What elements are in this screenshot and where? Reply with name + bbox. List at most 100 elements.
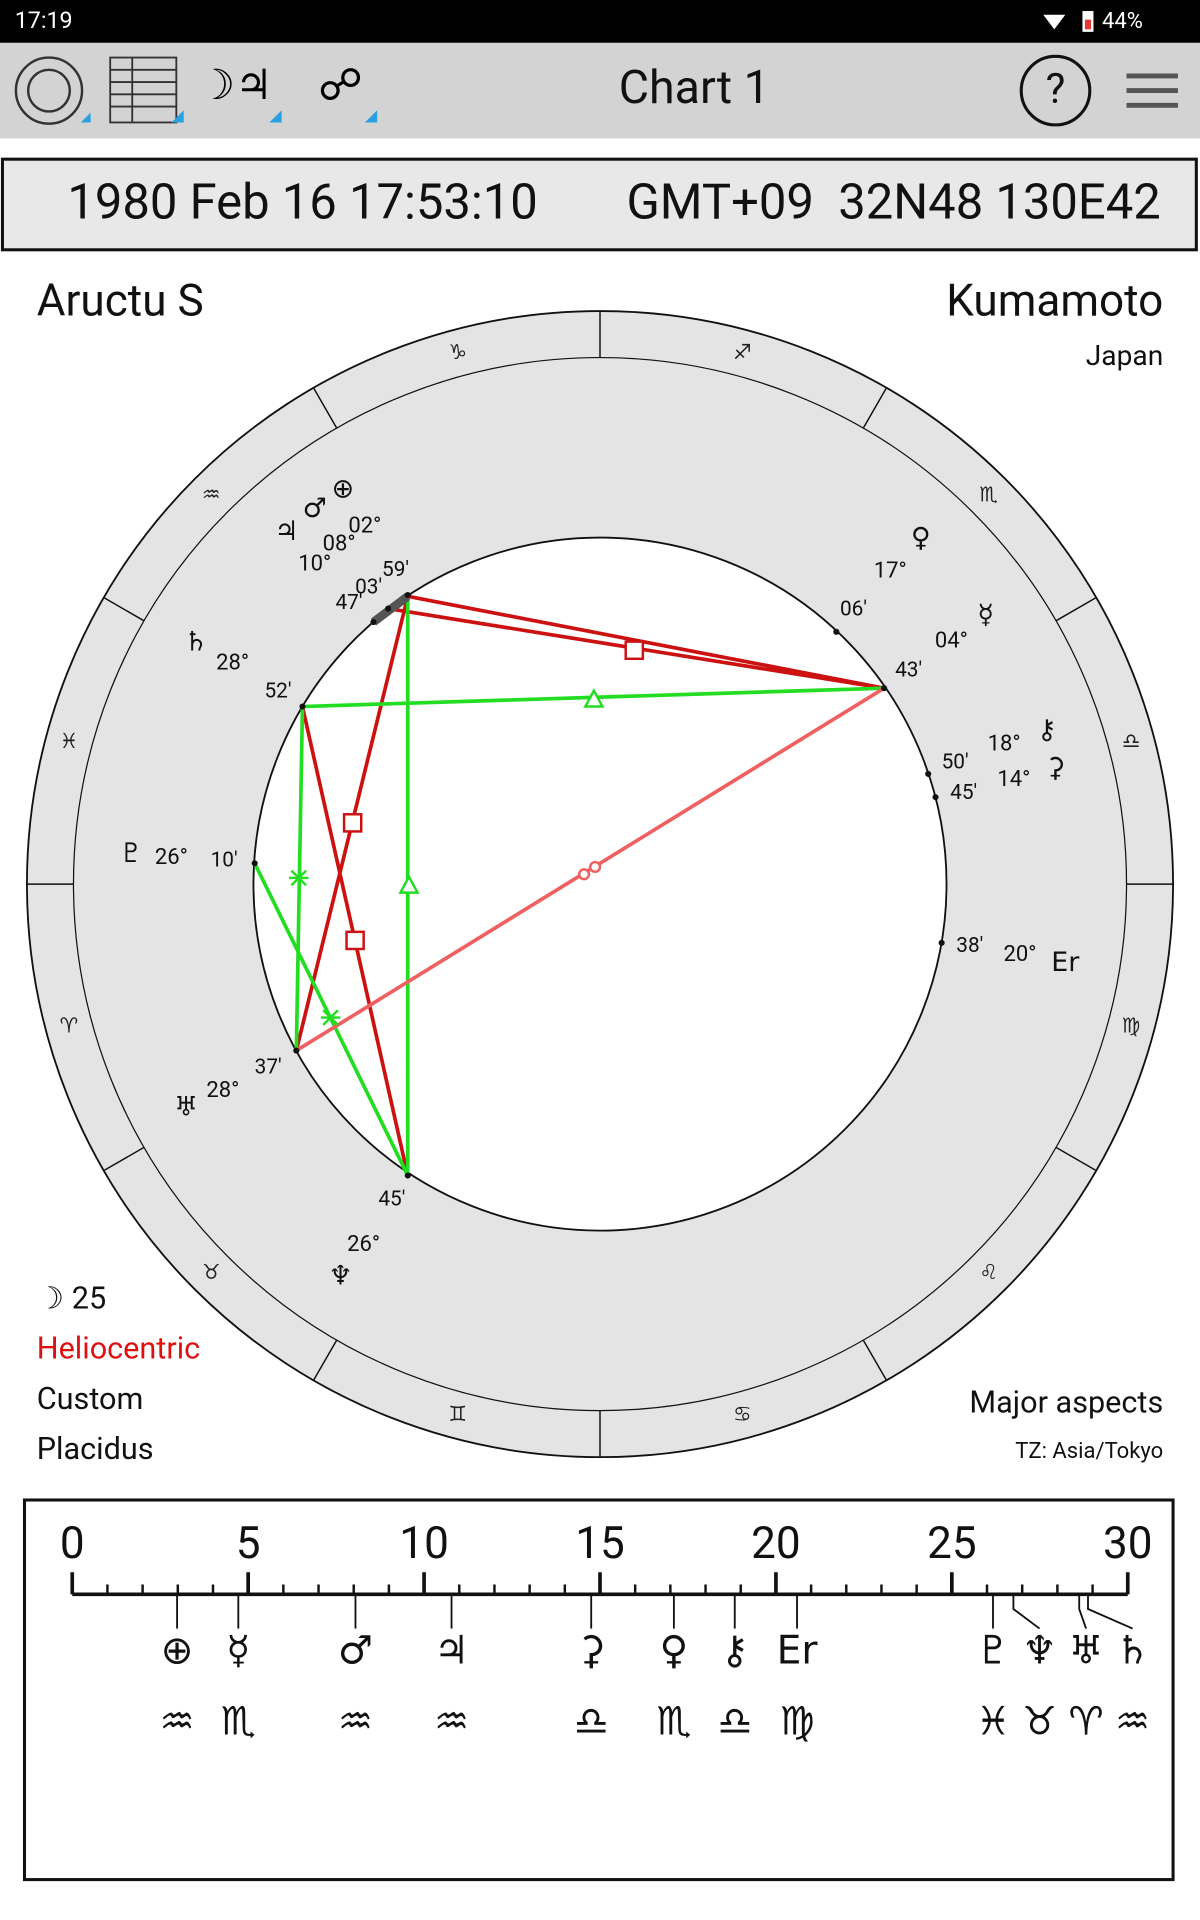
scale-planet-glyph: ♇ — [975, 1629, 1010, 1674]
sign-glyph: ♑ — [448, 340, 467, 364]
scale-planet-glyph: ♀ — [660, 1629, 689, 1674]
chart-footnote: TZ: Asia/Tokyo — [1015, 1439, 1163, 1464]
sign-glyph: ♊ — [448, 1402, 467, 1426]
planet-glyph: ♆ — [328, 1261, 352, 1292]
planet-glyph: ♅ — [174, 1092, 198, 1123]
scale-sign-glyph: ♓ — [975, 1700, 1010, 1745]
sign-divider — [1055, 1146, 1097, 1172]
aspect-lines — [253, 592, 886, 1177]
chart-footnote: Heliocentric — [37, 1332, 200, 1367]
planet-glyph: ♀ — [911, 522, 931, 553]
sign-glyph: ♉ — [202, 1260, 221, 1284]
info-bar[interactable] — [0, 157, 1198, 252]
scale-label: 10 — [399, 1517, 449, 1569]
cusp-dot — [385, 605, 392, 612]
scale-planet-glyph: ♅ — [1069, 1629, 1104, 1674]
chart-country: Japan — [1086, 339, 1164, 372]
sign-divider — [103, 596, 145, 622]
planet-glyph: ☿ — [977, 599, 994, 630]
scale-planet-glyph: ♆ — [1022, 1629, 1057, 1674]
cusp-minute: 52' — [264, 679, 291, 703]
chart-footnote: ☽ 25 — [37, 1282, 106, 1317]
planet-glyph: Er — [1051, 947, 1080, 978]
cusp-minute: 37' — [255, 1055, 282, 1079]
sign-divider — [103, 1146, 145, 1172]
chart-footnote: Placidus — [37, 1432, 154, 1467]
cusp-minute: 10' — [211, 848, 238, 872]
sign-glyph: ♓ — [60, 729, 79, 753]
datetime: 1980 Feb 16 17:53:10 — [67, 174, 537, 231]
scale-sign-glyph: ♒ — [338, 1700, 373, 1745]
cusp-minute: 50' — [942, 750, 969, 774]
planet-connector — [1078, 1594, 1087, 1629]
planet-degree: 02° — [348, 513, 381, 538]
toolbar — [0, 42, 1200, 139]
battery-percent: 44% — [1102, 9, 1143, 34]
help-button[interactable]: ? — [1019, 54, 1092, 127]
cusp-minute: 06' — [840, 597, 867, 621]
scale-planet-glyph: ♃ — [434, 1629, 469, 1674]
degree-scale-box — [22, 1498, 1175, 1882]
scale-planet-glyph: ⊕ — [161, 1629, 194, 1674]
scale-sign-glyph: ♎ — [574, 1700, 609, 1745]
scale-planet-glyph: ♄ — [1115, 1629, 1150, 1674]
sign-glyph: ♒ — [202, 482, 221, 506]
scale-planet-glyph: ⚳ — [577, 1629, 606, 1674]
planet-degree: 08° — [323, 532, 356, 557]
planet-glyph: ♂ — [303, 493, 327, 524]
cusp-dot — [370, 618, 377, 626]
scale-sign-glyph: ♈ — [1069, 1700, 1104, 1745]
scale-sign-glyph: ♏ — [221, 1700, 256, 1745]
scale-sign-glyph: ♎ — [717, 1700, 752, 1745]
location: GMT+09 32N48 130E42 — [626, 174, 1160, 231]
cusp-dot — [251, 860, 258, 867]
cusp-dot — [299, 703, 306, 710]
planet-degree: 17° — [874, 559, 907, 584]
planet-glyph: ⊕ — [332, 473, 355, 504]
chart-name: Aructu S — [37, 274, 204, 326]
sign-glyph: ♍ — [1122, 1013, 1141, 1037]
scale-label: 5 — [236, 1517, 261, 1569]
planet-degree: 26° — [347, 1232, 380, 1257]
wifi-icon — [1043, 14, 1066, 30]
sign-glyph: ♏ — [979, 482, 998, 506]
scale-label: 0 — [60, 1517, 85, 1569]
scale-planet-glyph: ♂ — [338, 1629, 373, 1674]
table-button[interactable] — [109, 56, 184, 124]
scale-label: 15 — [575, 1517, 625, 1569]
cusp-dot — [293, 1047, 300, 1054]
chart-city: Kumamoto — [946, 274, 1163, 326]
inner-circle — [252, 536, 948, 1232]
planet-degree: 14° — [997, 767, 1030, 792]
scale-label: 25 — [927, 1517, 977, 1569]
sign-divider — [312, 387, 338, 429]
planet-degree: 28° — [206, 1078, 239, 1103]
planet-degree: 20° — [1004, 942, 1037, 967]
cusp-dot — [404, 1172, 411, 1179]
planet-glyph: ♄ — [184, 626, 208, 657]
sign-glyph: ♌ — [979, 1260, 998, 1284]
sign-divider — [862, 387, 888, 429]
battery-level — [1084, 19, 1092, 30]
sign-divider — [312, 1339, 338, 1381]
clock: 17:19 — [15, 6, 73, 34]
menu-button[interactable] — [1126, 73, 1178, 108]
planet-degree: 28° — [216, 651, 249, 676]
cusp-minute: 38' — [956, 934, 983, 958]
scale-planet-glyph: ⚷ — [720, 1629, 749, 1674]
planet-glyph: ⚷ — [1037, 715, 1057, 746]
planet-degree: 04° — [935, 628, 968, 653]
transits-button[interactable]: ☽♃ — [198, 60, 282, 123]
planet-degree: 10° — [298, 551, 331, 576]
planet-connector — [1087, 1594, 1133, 1630]
chart-footnote: Major aspects — [969, 1386, 1163, 1421]
cusp-dot — [925, 770, 932, 777]
scale-sign-glyph: ♒ — [1115, 1700, 1150, 1745]
planet-degree: 18° — [988, 731, 1021, 756]
sign-divider — [1055, 596, 1097, 622]
planet-degree: 26° — [155, 845, 188, 870]
status-bar — [0, 0, 1200, 43]
toolbar-title: Chart 1 — [619, 61, 770, 115]
wheel-button[interactable] — [14, 56, 91, 125]
